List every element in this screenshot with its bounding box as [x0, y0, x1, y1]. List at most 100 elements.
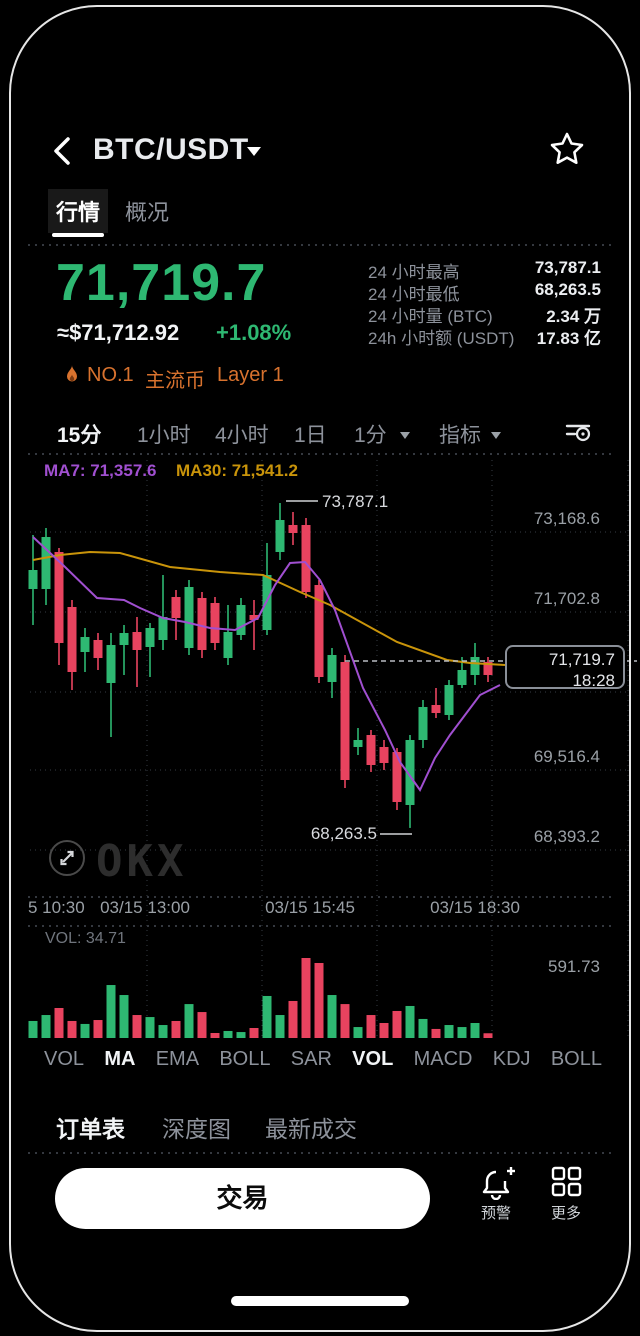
tab-depth-chart[interactable]: 深度图 [162, 1116, 231, 1142]
volume-bar [470, 1023, 480, 1038]
y-axis-label: 73,168.6 [533, 509, 600, 528]
stat-label: 24 小时最高 [368, 263, 460, 282]
candle-body [41, 537, 51, 589]
candle-body [249, 615, 259, 620]
x-axis-label: 03/15 15:45 [265, 898, 355, 917]
volume-bar [106, 985, 116, 1038]
indicator-menu[interactable]: 指标 [439, 419, 501, 449]
stat-value: 68,263.5 [534, 280, 601, 299]
volume-bar [184, 1004, 194, 1038]
candle-body [119, 633, 129, 645]
trade-button[interactable]: 交易 [55, 1168, 430, 1229]
star-icon [550, 132, 584, 164]
candle-body [314, 585, 324, 677]
timeframe-dropdown[interactable]: 1分 [354, 419, 410, 449]
bell-plus-icon [482, 1167, 515, 1201]
chevron-down-icon [399, 432, 410, 439]
home-indicator [231, 1296, 409, 1306]
candle-body [444, 685, 454, 715]
layer-badge[interactable]: Layer 1 [217, 364, 284, 386]
tab-quotes[interactable]: 行情 [48, 189, 109, 233]
indicator-tab-boll[interactable]: BOLL [219, 1047, 271, 1070]
candle-body [483, 662, 493, 675]
candle-body [236, 605, 246, 635]
stat-row: 24h 小时额 (USDT) 17.83 亿 [345, 324, 603, 348]
ma30-line [32, 550, 506, 666]
okx-watermark: OKX [96, 836, 188, 887]
candle-body [288, 525, 298, 533]
back-button[interactable] [48, 133, 78, 169]
indicator-tab-sar[interactable]: SAR [290, 1047, 332, 1070]
volume-bar [262, 995, 272, 1038]
candle-body [197, 598, 207, 650]
volume-bar [366, 1015, 376, 1038]
separator [28, 1152, 612, 1154]
volume-bar [93, 1020, 103, 1038]
indicator-tab-ema[interactable]: EMA [155, 1047, 200, 1070]
expand-chart-button[interactable] [48, 839, 86, 877]
indicator-tab-vol-main[interactable]: VOL [44, 1047, 85, 1070]
volume-bar [314, 963, 324, 1038]
timeframe-15m[interactable]: 15分 [57, 424, 102, 447]
volume-bar [145, 1017, 155, 1038]
indicator-tabs-row: VOL MA EMA BOLL SAR VOL MACD KDJ BOLL [44, 1044, 602, 1074]
candle-body [223, 632, 233, 658]
tab-overview[interactable]: 概况 [125, 200, 170, 225]
more-button[interactable]: 更多 [536, 1164, 596, 1224]
candle-body [158, 617, 168, 640]
flame-icon [64, 364, 80, 386]
stat-label: 24 小时最低 [368, 285, 460, 304]
last-price-badge: 71,719.7 18:28 [505, 645, 625, 690]
stat-row: 24 小时最低 68,263.5 [345, 280, 603, 304]
last-price-badge-price: 71,719.7 [548, 650, 615, 669]
low-annotation: 68,263.5 [310, 824, 377, 843]
tab-latest-trades[interactable]: 最新成交 [265, 1116, 357, 1142]
stat-label: 24h 小时额 (USDT) [368, 329, 515, 348]
candle-body [431, 705, 441, 713]
ma30-label: MA30: 71,541.2 [176, 461, 298, 480]
candle-body [457, 670, 467, 685]
timeframe-4h[interactable]: 4小时 [215, 424, 269, 447]
x-axis-label: 5 10:30 [28, 898, 85, 917]
fiat-price: ≈$71,712.92 [57, 320, 180, 345]
pair-dropdown-icon[interactable] [247, 147, 261, 156]
volume-bar [197, 1012, 207, 1038]
alert-button[interactable]: 预警 [466, 1164, 526, 1224]
candle-body [106, 645, 116, 683]
stat-value: 2.34 万 [546, 307, 601, 326]
indicator-tab-kdj[interactable]: KDJ [492, 1047, 531, 1070]
volume-bar [41, 1015, 51, 1038]
x-axis-label: 03/15 13:00 [100, 898, 190, 917]
candle-body [379, 747, 389, 763]
indicator-tab-ma[interactable]: MA [104, 1047, 136, 1070]
favorite-star-button[interactable] [548, 130, 586, 168]
rank-badge[interactable]: NO.1 [87, 364, 134, 386]
more-label: 更多 [550, 1205, 581, 1222]
volume-bar [288, 1000, 298, 1038]
indicator-tab-boll-sub[interactable]: BOLL [550, 1047, 602, 1070]
volume-bar [171, 1020, 181, 1038]
volume-bar [54, 1008, 64, 1038]
candle-body [54, 552, 64, 643]
timeframe-1h[interactable]: 1小时 [137, 424, 191, 447]
volume-bar [249, 1028, 259, 1038]
candle-body [405, 740, 415, 805]
volume-bar [392, 1010, 402, 1038]
tab-order-book[interactable]: 订单表 [56, 1116, 125, 1142]
volume-max-label: 591.73 [548, 957, 600, 976]
timeframe-1d[interactable]: 1日 [294, 424, 327, 447]
volume-bar [431, 1028, 441, 1038]
indicator-tab-macd[interactable]: MACD [413, 1047, 473, 1070]
category-badge[interactable]: 主流币 [145, 370, 205, 392]
page-title[interactable]: BTC/USDT [93, 133, 249, 166]
chart-settings-button[interactable] [564, 417, 592, 445]
last-price: 71,719.7 [56, 254, 267, 312]
volume-bar [457, 1027, 467, 1038]
expand-icon [49, 840, 85, 876]
indicator-tab-vol-sub[interactable]: VOL [352, 1047, 394, 1070]
candle-body [171, 597, 181, 618]
stat-value: 73,787.1 [534, 258, 601, 277]
ma7-label: MA7: 71,357.6 [44, 461, 157, 480]
